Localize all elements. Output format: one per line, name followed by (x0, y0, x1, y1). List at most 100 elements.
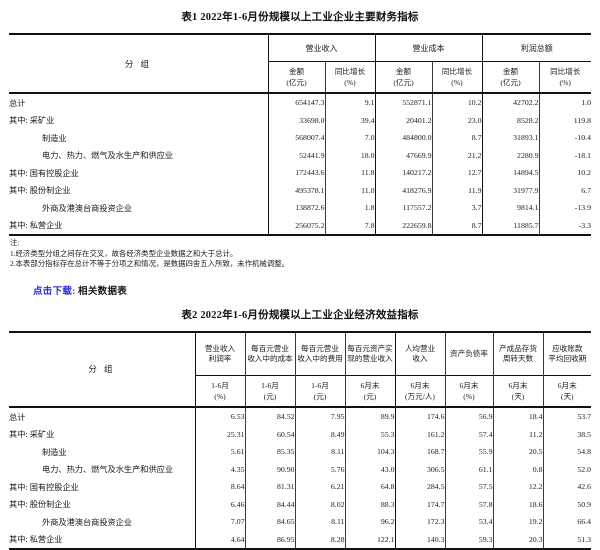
table2-subhdr-unit: (%) (463, 391, 475, 401)
table2-cell: 53.7 (542, 406, 591, 426)
table-row: 总计 654147.3 9.1 552871.1 10.2 42702.2 1.… (9, 93, 591, 112)
table1-cell: 11885.7 (481, 216, 539, 235)
table2-cell: 5.61 (194, 442, 245, 461)
table2-colhdr-revenue-per-capita: 人均营业 收入 (394, 331, 445, 376)
table1-cell: 21.2 (431, 146, 482, 164)
table1-cell: 495378.1 (267, 181, 325, 199)
table2-subhdr-unit: (%) (214, 391, 226, 401)
table1-cell: 256075.2 (267, 216, 325, 235)
table2-cell: 38.5 (542, 425, 591, 443)
table2-colhdr-inventory-turnover-days: 产成品存货 周转天数 (492, 331, 543, 376)
table1-cell: -13.9 (538, 199, 591, 217)
table-row: 其中: 国有控股企业 8.64 81.31 6.21 64.8 284.5 57… (9, 477, 591, 496)
table2-subhdr: 6月末 (元) (344, 375, 395, 407)
table2-colhdr-asset-liability-ratio: 资产负债率 (444, 331, 493, 376)
table1-cell: 47669.9 (374, 146, 432, 164)
table1-subhdr-unit: (亿元) (393, 78, 414, 87)
table2-cell: 18.4 (492, 406, 543, 426)
table-row: 外商及港澳台商投资企业 7.07 84.65 8.11 96.2 172.3 5… (9, 512, 591, 531)
table2-cell: 51.3 (542, 530, 591, 549)
table1-cell: 11.0 (324, 181, 375, 199)
statistics-report-page: 表1 2022年1-6月份规模以上工业企业主要财务指标 分 组 营业收入 营业成… (9, 12, 591, 549)
table1-cell: 138872.6 (267, 199, 325, 217)
table-row: 其中: 私营企业 4.64 86.95 8.28 122.1 140.3 59.… (9, 530, 591, 549)
table2-cell: 55.3 (344, 425, 395, 443)
table2-cell: 6.46 (194, 495, 245, 513)
table2-cell: 161.2 (394, 425, 445, 443)
table1-subhdr-name: 金额 (288, 67, 305, 76)
table2-cell: 59.3 (444, 530, 493, 549)
table1-cell: 222659.8 (374, 216, 432, 235)
table2-cell: 60.54 (244, 425, 295, 443)
table2-subhdr-unit: (元) (363, 391, 377, 401)
table2-subhdr: 1-6月 (元) (294, 375, 345, 407)
table2-cell: 6.21 (294, 477, 345, 496)
table1-cell: 23.0 (431, 111, 482, 129)
table1-cell: -18.1 (538, 146, 591, 164)
table2-cell: 8.49 (294, 425, 345, 443)
table2-subhdr-unit: (万元/人) (405, 391, 435, 401)
download-link-text: 相关数据表 (78, 286, 128, 297)
table-row: 电力、热力、燃气及水生产和供应业 52441.9 18.0 47669.9 21… (9, 146, 591, 164)
table2-cell: 55.9 (444, 442, 493, 461)
table1-subhdr-revenue-amount: 金额 (亿元) (267, 61, 325, 93)
table1-subhdr-unit: (亿元) (286, 78, 307, 87)
table2-cell: 7.95 (294, 406, 345, 426)
table1-cell: 6.7 (538, 181, 591, 199)
table2-cell: 56.9 (444, 406, 493, 426)
table1-cell: 9.1 (324, 93, 375, 112)
table2-cell: 86.95 (244, 530, 295, 549)
table2-cell: 64.8 (344, 477, 395, 496)
table2-cell: 50.9 (542, 495, 591, 513)
table2-cell: 8.64 (194, 477, 245, 496)
table2-subhdr-unit: (元) (263, 391, 277, 401)
table1-cell: 31893.1 (481, 129, 539, 147)
note-line: 1.经济类型分组之间存在交叉，故各经济类型企业数据之和大于总计。 (10, 248, 238, 258)
table1-subhdr-name: 同比增长 (334, 67, 366, 76)
table2-cell: 84.52 (244, 406, 295, 426)
table1-subhdr-unit: (%) (344, 78, 356, 87)
table1-cell: 18.0 (324, 146, 375, 164)
table2-cell: 12.2 (492, 477, 543, 496)
table2-cell: 8.02 (294, 495, 345, 513)
table1-cell: 9814.1 (481, 199, 539, 217)
table2-cell: 8.28 (294, 530, 345, 549)
table1-cell: 52441.9 (267, 146, 325, 164)
table1-cell: 33698.0 (267, 111, 325, 129)
table2-cell: 43.0 (344, 460, 395, 478)
table2-title: 表2 2022年1-6月份规模以上工业企业经济效益指标 (181, 309, 419, 321)
table1-cell: 1.0 (538, 93, 591, 112)
table2-cell: 96.2 (344, 512, 395, 531)
table1-cell: 418276.9 (374, 181, 432, 199)
table1-cell: 39.4 (324, 111, 375, 129)
table2-cell: 66.4 (542, 512, 591, 531)
table2-row-label: 其中: 股份制企业 (9, 500, 71, 510)
table2-subhdr-period: 1-6月 (261, 380, 279, 390)
table2-subhdr: 6月末 (天) (542, 375, 591, 407)
table2-subhdr-period: 6月末 (508, 380, 528, 390)
table-row: 制造业 5.61 85.35 8.11 104.3 168.7 55.9 20.… (9, 442, 591, 461)
download-data-table-link[interactable]: 点击下载: (33, 286, 76, 297)
table1-cell: 10.2 (431, 93, 482, 112)
table-row: 其中: 私营企业 256075.2 7.8 222659.8 8.7 11885… (9, 216, 591, 235)
table2-row-label: 总计 (9, 412, 26, 422)
table-row: 其中: 股份制企业 495378.1 11.0 418276.9 11.9 31… (9, 181, 591, 199)
table2-cell: 20.5 (492, 442, 543, 461)
table1-cell: 11.8 (324, 164, 375, 182)
table1-cell: -10.4 (538, 129, 591, 147)
table2-cell: 61.1 (444, 460, 493, 478)
table2-cell: 81.31 (244, 477, 295, 496)
table-row: 制造业 568007.4 7.0 484800.0 8.7 31893.1 -1… (9, 129, 591, 147)
table2-cell: 90.90 (244, 460, 295, 478)
table2-subhdr-unit: (元) (313, 391, 327, 401)
table1-row-label: 其中: 国有控股企业 (9, 168, 79, 178)
table-row: 其中: 采矿业 25.31 60.54 8.49 55.3 161.2 57.4… (9, 425, 591, 443)
table-row: 其中: 国有控股企业 172443.6 11.8 140217.2 12.7 1… (9, 164, 591, 182)
table1-colgroup-cost: 营业成本 (374, 34, 482, 62)
table2-cell: 84.65 (244, 512, 295, 531)
table2-row-label: 其中: 采矿业 (9, 430, 55, 440)
table1-subhdr-name: 金额 (502, 67, 519, 76)
table2-subhdr: 6月末 (万元/人) (394, 375, 445, 407)
table2-row-label: 电力、热力、燃气及水生产和供应业 (42, 465, 174, 475)
table2-cell: 174.6 (394, 406, 445, 426)
